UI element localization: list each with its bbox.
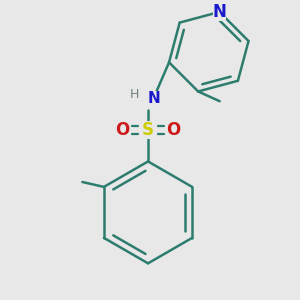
- Text: O: O: [167, 121, 181, 139]
- Text: S: S: [142, 121, 154, 139]
- Text: O: O: [116, 121, 130, 139]
- Text: H: H: [130, 88, 139, 101]
- Text: N: N: [148, 91, 161, 106]
- Text: N: N: [212, 3, 226, 21]
